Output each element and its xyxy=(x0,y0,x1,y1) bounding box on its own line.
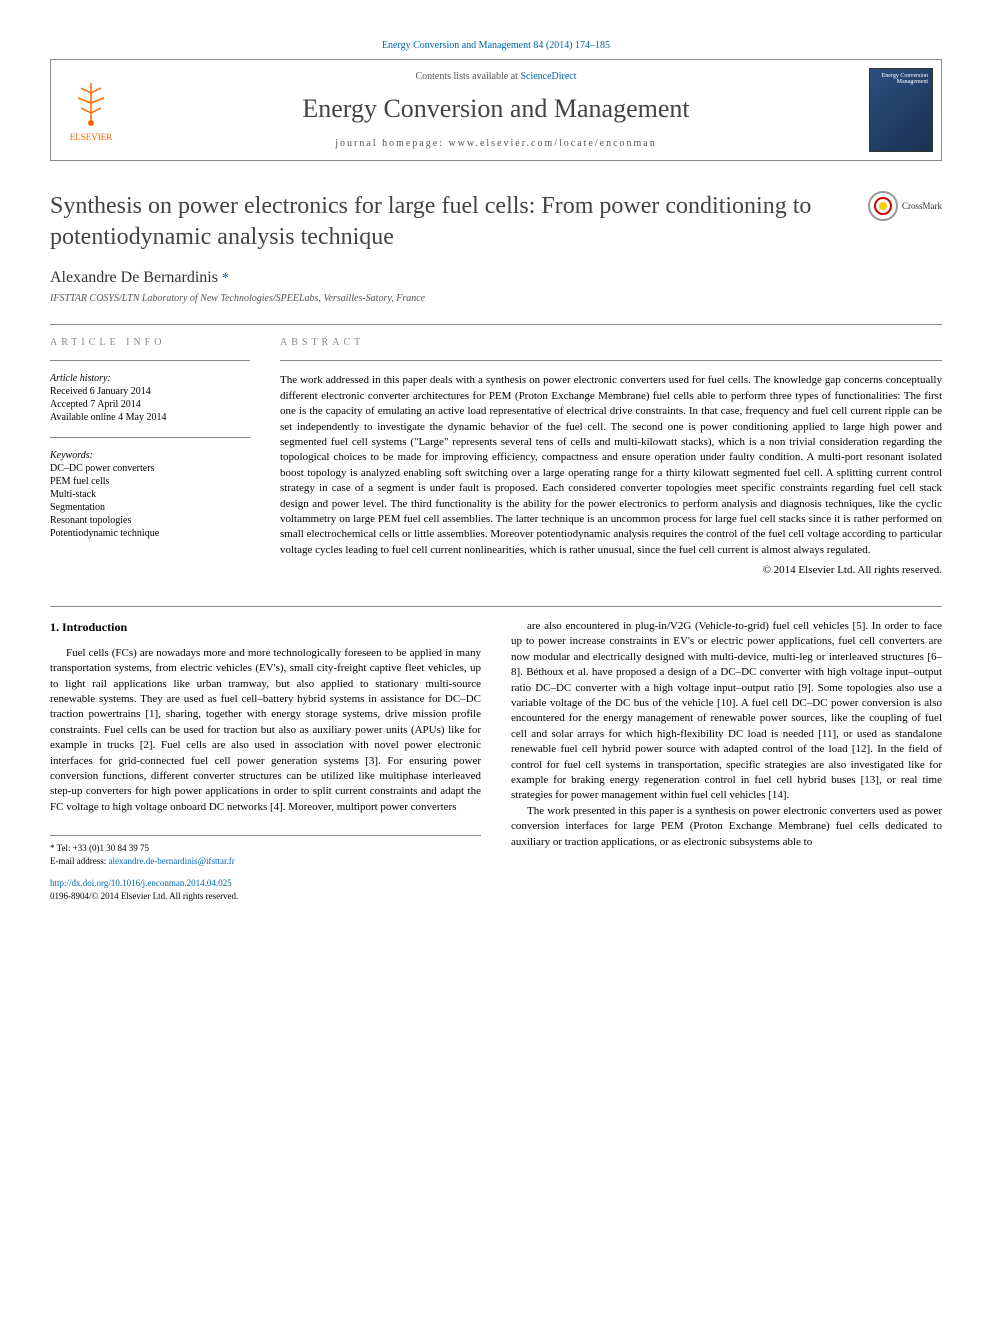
corresponding-author-mark[interactable]: * xyxy=(222,271,229,286)
abstract-copyright: © 2014 Elsevier Ltd. All rights reserved… xyxy=(280,564,942,576)
body-paragraph: are also encountered in plug-in/V2G (Veh… xyxy=(511,619,942,804)
abstract-text: The work addressed in this paper deals w… xyxy=(280,373,942,558)
intro-heading: 1. Introduction xyxy=(50,619,481,636)
author-line: Alexandre De Bernardinis * xyxy=(50,269,942,287)
email-label: E-mail address: xyxy=(50,856,108,866)
keyword: Segmentation xyxy=(50,502,250,513)
abstract-heading: ABSTRACT xyxy=(280,337,942,348)
author-name: Alexandre De Bernardinis xyxy=(50,269,218,286)
keyword: Potentiodynamic technique xyxy=(50,528,250,539)
header-citation: Energy Conversion and Management 84 (201… xyxy=(50,40,942,51)
keyword: Multi-stack xyxy=(50,489,250,500)
divider xyxy=(280,360,942,361)
column-left: 1. Introduction Fuel cells (FCs) are now… xyxy=(50,619,481,902)
body-columns: 1. Introduction Fuel cells (FCs) are now… xyxy=(50,619,942,902)
journal-cover-thumbnail: Energy Conversion Management xyxy=(869,68,933,152)
sciencedirect-link[interactable]: ScienceDirect xyxy=(520,71,576,82)
journal-name: Energy Conversion and Management xyxy=(141,94,851,124)
history-heading: Article history: xyxy=(50,373,250,384)
column-right: are also encountered in plug-in/V2G (Veh… xyxy=(511,619,942,902)
abstract-panel: ABSTRACT The work addressed in this pape… xyxy=(280,337,942,576)
contents-lists: Contents lists available at ScienceDirec… xyxy=(141,71,851,82)
crossmark-label: CrossMark xyxy=(902,201,942,211)
divider xyxy=(50,437,250,438)
elsevier-label: ELSEVIER xyxy=(70,132,113,142)
divider xyxy=(50,360,250,361)
divider xyxy=(50,606,942,607)
author-affiliation: IFSTTAR COSYS/LTN Laboratory of New Tech… xyxy=(50,293,942,304)
keyword: Resonant topologies xyxy=(50,515,250,526)
doi-link[interactable]: http://dx.doi.org/10.1016/j.enconman.201… xyxy=(50,878,232,888)
corresponding-author-footer: * Tel: +33 (0)1 30 84 39 75 E-mail addre… xyxy=(50,835,481,867)
header-box: ELSEVIER Contents lists available at Sci… xyxy=(50,59,942,161)
header-center: Contents lists available at ScienceDirec… xyxy=(131,60,861,160)
journal-cover-text: Energy Conversion Management xyxy=(874,73,928,85)
article-info-panel: ARTICLE INFO Article history: Received 6… xyxy=(50,337,250,576)
contents-lists-prefix: Contents lists available at xyxy=(415,71,520,82)
history-received: Received 6 January 2014 xyxy=(50,386,250,397)
article-info-heading: ARTICLE INFO xyxy=(50,337,250,348)
history-accepted: Accepted 7 April 2014 xyxy=(50,399,250,410)
elsevier-logo: ELSEVIER xyxy=(51,60,131,160)
author-tel: * Tel: +33 (0)1 30 84 39 75 xyxy=(50,842,481,855)
keyword: DC–DC power converters xyxy=(50,463,250,474)
body-paragraph: Fuel cells (FCs) are nowadays more and m… xyxy=(50,646,481,815)
doi-block: http://dx.doi.org/10.1016/j.enconman.201… xyxy=(50,877,481,902)
divider xyxy=(50,324,942,325)
history-available: Available online 4 May 2014 xyxy=(50,412,250,423)
body-paragraph: The work presented in this paper is a sy… xyxy=(511,804,942,850)
crossmark-icon xyxy=(868,191,898,221)
elsevier-tree-icon xyxy=(66,78,116,128)
journal-cover: Energy Conversion Management xyxy=(861,60,941,160)
article-title: Synthesis on power electronics for large… xyxy=(50,191,868,253)
issn-copyright: 0196-8904/© 2014 Elsevier Ltd. All right… xyxy=(50,890,481,903)
keywords-heading: Keywords: xyxy=(50,450,250,461)
author-email-link[interactable]: alexandre.de-bernardinis@ifsttar.fr xyxy=(108,856,234,866)
journal-homepage: journal homepage: www.elsevier.com/locat… xyxy=(141,138,851,149)
crossmark-badge[interactable]: CrossMark xyxy=(868,191,942,221)
keyword: PEM fuel cells xyxy=(50,476,250,487)
